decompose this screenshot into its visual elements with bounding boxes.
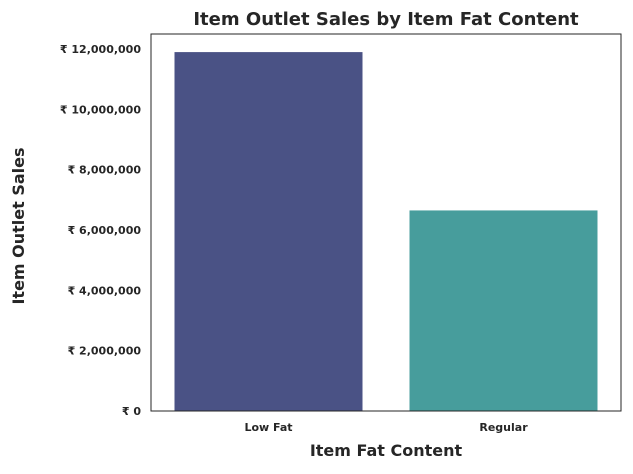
y-tick-label: ₹ 8,000,000	[68, 164, 142, 177]
y-tick-label: ₹ 4,000,000	[68, 284, 142, 297]
y-tick-label: ₹ 10,000,000	[60, 103, 141, 116]
chart-title: Item Outlet Sales by Item Fat Content	[193, 9, 579, 30]
x-tick-label: Low Fat	[244, 421, 292, 434]
plot-area-frame	[150, 33, 622, 412]
y-axis-label: Item Outlet Sales	[9, 147, 28, 304]
y-axis-ticks: ₹ 0 ₹ 2,000,000 ₹ 4,000,000 ₹ 6,000,000 ₹ 8,…	[60, 43, 141, 418]
y-tick-label: ₹ 2,000,000	[68, 345, 142, 358]
x-axis-label: Item Fat Content	[310, 441, 463, 460]
bars-layer	[174, 52, 598, 411]
y-tick-label: ₹ 6,000,000	[68, 224, 142, 237]
bar-low-fat	[174, 52, 363, 411]
y-tick-label: ₹ 12,000,000	[60, 43, 141, 56]
y-tick-label: ₹ 0	[122, 405, 141, 418]
x-tick-label: Regular	[479, 421, 528, 434]
bar-regular	[409, 210, 598, 411]
x-axis-ticks: Low Fat Regular	[244, 421, 528, 434]
